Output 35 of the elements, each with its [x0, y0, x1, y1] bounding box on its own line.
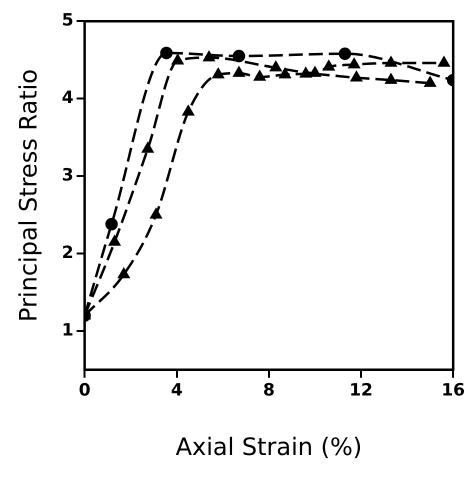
y-tick-label: 2 — [62, 243, 74, 264]
y-tick-label: 5 — [62, 10, 74, 31]
point — [254, 70, 266, 81]
y-axis-title: Principal Stress Ratio — [14, 69, 43, 322]
point — [424, 76, 436, 87]
point — [438, 56, 450, 67]
point — [350, 72, 362, 82]
point — [279, 68, 291, 78]
y-tick-label: 3 — [62, 166, 74, 186]
point — [309, 66, 321, 77]
point — [270, 61, 282, 72]
point — [385, 74, 397, 84]
point — [142, 142, 154, 153]
x-tick-label: 0 — [78, 380, 91, 400]
point — [323, 60, 334, 71]
x-axis-title: Axial Strain (%) — [176, 432, 362, 461]
point — [108, 236, 120, 246]
point — [160, 46, 173, 60]
point — [105, 218, 118, 230]
point — [233, 66, 245, 77]
x-tick-label: 8 — [262, 380, 275, 400]
point — [203, 51, 215, 62]
point — [212, 68, 224, 78]
x-tick-label: 16 — [441, 380, 466, 400]
point — [338, 47, 352, 60]
x-tick-label: 12 — [349, 380, 373, 400]
point — [232, 50, 246, 62]
point — [118, 268, 130, 278]
point — [182, 106, 194, 116]
x-tick-label: 4 — [170, 380, 183, 400]
point — [348, 58, 360, 68]
y-tick-label: 4 — [62, 88, 74, 108]
y-tick-label: 1 — [62, 320, 74, 340]
point — [150, 208, 162, 219]
point — [172, 54, 184, 64]
